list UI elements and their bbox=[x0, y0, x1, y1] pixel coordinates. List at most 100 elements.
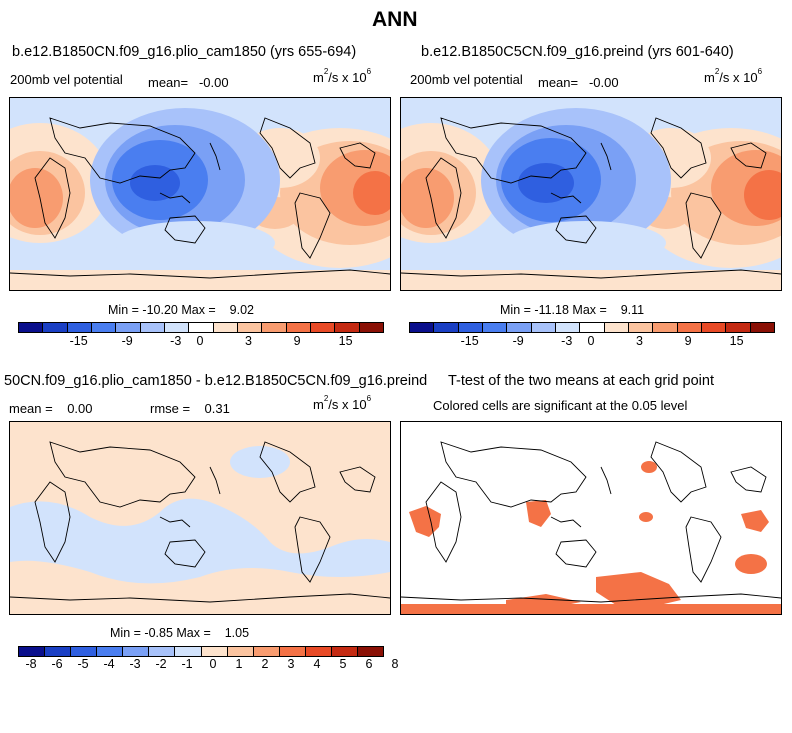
colorbar-2-swatch bbox=[653, 323, 678, 332]
panel-3-map bbox=[9, 421, 391, 615]
colorbar-1-swatch bbox=[91, 323, 117, 332]
colorbar-1-swatch bbox=[189, 323, 214, 332]
panel-1-mean-label: mean= bbox=[148, 75, 189, 90]
colorbar-3-swatch bbox=[201, 647, 228, 656]
panel-3-rmse-label: rmse = bbox=[150, 401, 191, 416]
colorbar-2-swatch bbox=[482, 323, 508, 332]
colorbar-1-swatch bbox=[140, 323, 165, 332]
colorbar-3-swatch bbox=[175, 647, 202, 656]
colorbar-1-tick-label: -3 bbox=[170, 334, 182, 348]
colorbar-1-swatch bbox=[67, 323, 92, 332]
colorbar-2-swatch bbox=[410, 323, 435, 332]
colorbar-3-swatch bbox=[305, 647, 332, 656]
colorbar-2-swatch bbox=[531, 323, 556, 332]
panel-1-minmax: Min = -10.20 Max = 9.02 bbox=[108, 303, 254, 317]
panel-1-colorbar bbox=[18, 322, 384, 333]
colorbar-3-tick-label: -6 bbox=[51, 657, 63, 671]
panel-1-units-exp2: 6 bbox=[366, 67, 372, 76]
panel-3-title: 50CN.f09_g16.plio_cam1850 - b.e12.B1850C… bbox=[4, 373, 428, 389]
panel-2-map-svg bbox=[401, 98, 781, 290]
panel-2-minmax: Min = -11.18 Max = 9.11 bbox=[500, 303, 644, 317]
colorbar-1-tick-label: -15 bbox=[69, 334, 88, 348]
colorbar-3-swatch bbox=[149, 647, 176, 656]
panel-1-max-label: Max = bbox=[181, 303, 216, 317]
colorbar-3-tick-label: -2 bbox=[155, 657, 167, 671]
colorbar-3-swatch bbox=[358, 647, 384, 656]
panel-4-map bbox=[400, 421, 782, 615]
colorbar-3-swatch bbox=[227, 647, 254, 656]
panel-3-minmax: Min = -0.85 Max = 1.05 bbox=[110, 626, 249, 640]
colorbar-2-swatch bbox=[750, 323, 774, 332]
panel-2-min-value: -11.18 bbox=[534, 303, 569, 317]
panel-3-colorbar bbox=[18, 646, 384, 657]
panel-2-colorbar bbox=[409, 322, 775, 333]
colorbar-3-swatch bbox=[19, 647, 46, 656]
colorbar-3-tick-label: 4 bbox=[313, 657, 321, 671]
panel-1-title: b.e12.B1850CN.f09_g16.plio_cam1850 (yrs … bbox=[12, 44, 357, 60]
colorbar-1-swatch bbox=[213, 323, 238, 332]
panel-2-mean-label: mean= bbox=[538, 75, 579, 90]
colorbar-3-swatch bbox=[71, 647, 98, 656]
colorbar-2-swatch bbox=[701, 323, 727, 332]
panel-1-mean-value: -0.00 bbox=[198, 75, 229, 90]
panel-2-mean-value: -0.00 bbox=[588, 75, 619, 90]
colorbar-1-tick-label: -9 bbox=[121, 334, 133, 348]
panel-2-units-exp2: 6 bbox=[757, 67, 763, 76]
panel-3-units-exp2: 6 bbox=[366, 394, 372, 403]
colorbar-1-tick-label: 0 bbox=[196, 334, 204, 348]
colorbar-3-swatch bbox=[97, 647, 124, 656]
panel-1-units-exp1: 2 bbox=[323, 67, 329, 76]
colorbar-2-swatch bbox=[434, 323, 459, 332]
colorbar-1-swatch bbox=[335, 323, 360, 332]
panel-2-title: b.e12.B1850C5CN.f09_g16.preind (yrs 601-… bbox=[421, 44, 734, 60]
colorbar-2-swatch bbox=[580, 323, 605, 332]
colorbar-3-tick-label: 5 bbox=[339, 657, 347, 671]
colorbar-3-tick-label: 8 bbox=[391, 657, 399, 671]
colorbar-2-tick-label: 3 bbox=[636, 334, 644, 348]
colorbar-2-swatch bbox=[458, 323, 483, 332]
colorbar-1-swatch bbox=[310, 323, 336, 332]
colorbar-3-tick-label: 2 bbox=[261, 657, 269, 671]
panel-2-max-value: 9.11 bbox=[620, 303, 645, 317]
panel-3-max-label: Max = bbox=[176, 626, 211, 640]
colorbar-1-swatch bbox=[237, 323, 263, 332]
panel-3-units-mid: /s x 10 bbox=[328, 397, 367, 412]
panel-1-variable: 200mb vel potential bbox=[10, 72, 123, 87]
colorbar-3-tick-label: -8 bbox=[25, 657, 37, 671]
panel-3-min-label: Min = bbox=[110, 626, 141, 640]
colorbar-3-swatch bbox=[45, 647, 72, 656]
colorbar-2-tick-label: -9 bbox=[512, 334, 524, 348]
panel-4-title: T-test of the two means at each grid poi… bbox=[448, 373, 714, 389]
colorbar-1-tick-label: 3 bbox=[245, 334, 253, 348]
colorbar-3-tick-label: -1 bbox=[181, 657, 193, 671]
colorbar-3-tick-label: -5 bbox=[77, 657, 89, 671]
panel-1-min-label: Min = bbox=[108, 303, 139, 317]
panel-3-min-value: -0.85 bbox=[144, 626, 173, 640]
colorbar-2-swatch bbox=[677, 323, 702, 332]
colorbar-3-tick-label: -4 bbox=[103, 657, 115, 671]
colorbar-2-tick-label: 9 bbox=[684, 334, 692, 348]
panel-2-units-mid: /s x 10 bbox=[719, 70, 758, 85]
panel-3-map-svg bbox=[10, 422, 390, 614]
panel-4-subtitle: Colored cells are significant at the 0.0… bbox=[433, 398, 688, 413]
panel-2-map bbox=[400, 97, 782, 291]
panel-1-mean: mean= -0.00 bbox=[148, 75, 229, 90]
colorbar-2-tick-label: 15 bbox=[729, 334, 744, 348]
colorbar-1-tick-label: 15 bbox=[338, 334, 353, 348]
panel-3-mean-label: mean = bbox=[9, 401, 53, 416]
colorbar-3-tick-label: 6 bbox=[365, 657, 373, 671]
panel-2-units-prefix: m bbox=[704, 70, 715, 85]
panel-3-rmse: rmse = 0.31 bbox=[150, 401, 230, 416]
colorbar-3-tick-label: 3 bbox=[287, 657, 295, 671]
colorbar-1-swatch bbox=[19, 323, 44, 332]
colorbar-3-swatch bbox=[279, 647, 306, 656]
figure-title: ANN bbox=[372, 8, 418, 31]
panel-1-min-value: -10.20 bbox=[142, 303, 178, 317]
colorbar-3-tick-label: -3 bbox=[129, 657, 141, 671]
panel-3-units-prefix: m bbox=[313, 397, 324, 412]
panel-1-max-value: 9.02 bbox=[229, 303, 254, 317]
panel-1-units-mid: /s x 10 bbox=[328, 70, 367, 85]
colorbar-1-swatch bbox=[116, 323, 141, 332]
colorbar-3-swatch bbox=[253, 647, 280, 656]
panel-2-max-label: Max = bbox=[572, 303, 607, 317]
